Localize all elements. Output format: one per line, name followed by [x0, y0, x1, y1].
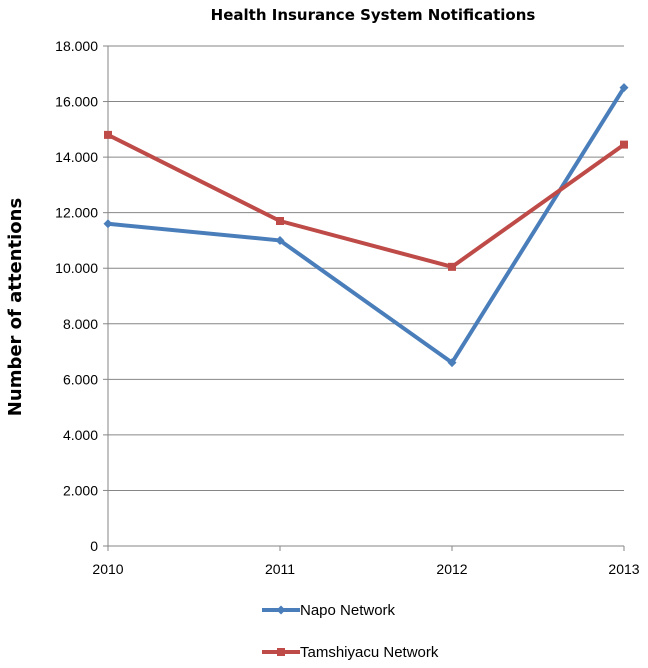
y-tick-label: 8.000 [63, 316, 98, 332]
data-point [104, 130, 112, 139]
y-tick-labels: 0 2.000 4.000 6.000 8.000 10.000 12.000 14.000 1… [55, 38, 98, 554]
y-axis-label: Number of attentions [5, 198, 26, 416]
legend-item: Napo Network [262, 602, 396, 619]
y-tick-label: 6.000 [63, 371, 98, 387]
x-tick-label: 2012 [436, 561, 467, 577]
y-tick-label: 4.000 [63, 427, 98, 443]
gridlines [108, 45, 624, 491]
series-line [106, 85, 626, 365]
series-1 [103, 83, 629, 368]
data-point [448, 262, 456, 271]
legend: Napo Network Tamshiyacu Network [262, 602, 439, 661]
data-point [447, 358, 457, 368]
y-tick-label: 14.000 [55, 149, 98, 165]
x-tick-label: 2011 [265, 561, 295, 577]
axes [103, 45, 625, 551]
data-point [620, 140, 628, 149]
x-tick-label: 2010 [92, 561, 123, 577]
y-tick-label: 10.000 [55, 260, 98, 276]
series-line [106, 132, 626, 269]
legend-label: Tamshiyacu Network [300, 644, 439, 661]
series-group [103, 83, 629, 368]
series-2 [104, 130, 628, 271]
data-point [276, 217, 284, 225]
y-tick-label: 12.000 [55, 205, 98, 221]
chart-title: Health Insurance System Notifications [211, 6, 536, 24]
y-tick-label: 18.000 [55, 38, 98, 54]
legend-marker [277, 648, 285, 656]
data-point [103, 219, 113, 229]
legend-label: Napo Network [300, 602, 396, 619]
y-tick-label: 16.000 [55, 94, 98, 110]
data-point [619, 83, 629, 93]
y-tick-label: 0 [90, 538, 98, 554]
legend-marker [276, 605, 286, 615]
legend-item: Tamshiyacu Network [262, 644, 439, 661]
x-tick-labels: 2010 2011 2012 2013 [92, 561, 639, 577]
data-point [275, 235, 285, 245]
y-tick-label: 2.000 [63, 482, 98, 498]
x-tick-label: 2013 [608, 561, 639, 577]
